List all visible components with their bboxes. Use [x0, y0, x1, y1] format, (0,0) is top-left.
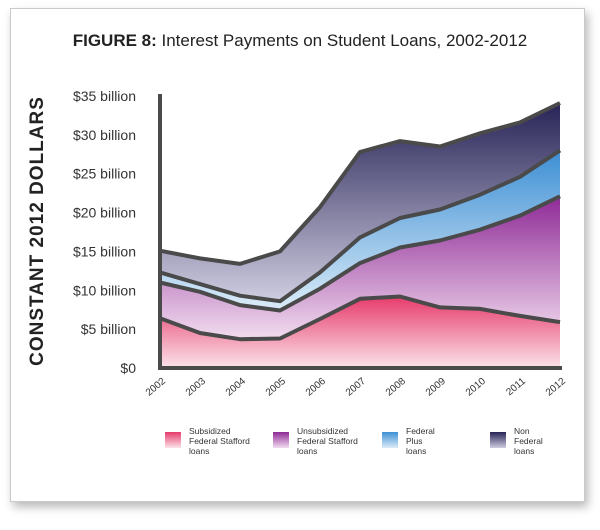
legend-label-line: Federal Stafford: [297, 436, 358, 446]
legend-label-line: loans: [406, 446, 427, 456]
y-tick-label: $20 billion: [73, 205, 136, 221]
series-line-non-federal-loans: [159, 101, 561, 266]
chart-title: FIGURE 8: Interest Payments on Student L…: [0, 31, 600, 51]
x-tick-label: 2012: [544, 376, 568, 399]
legend-label: Non Federal loans: [514, 426, 578, 456]
legend-swatch: [490, 432, 506, 448]
chart-title-text: Interest Payments on Student Loans, 2002…: [156, 31, 528, 50]
legend-label: Subsidized Federal Stafford loans: [189, 426, 253, 456]
legend-label-line: Federal: [514, 436, 543, 446]
series-line-federal-plus-loans: [159, 148, 562, 304]
series-line-unsubsidized-federal-stafford-loans: [159, 194, 561, 313]
x-tick-label: 2006: [304, 376, 328, 399]
legend-swatch: [273, 432, 289, 448]
y-tick-label: $0: [120, 360, 136, 376]
x-tick-label: 2002: [144, 376, 168, 399]
legend-label: Unsubsidized Federal Stafford loans: [297, 426, 361, 456]
legend-swatch: [382, 432, 398, 448]
legend-label-line: Subsidized: [189, 426, 231, 436]
legend-label-line: loans: [514, 446, 535, 456]
x-tick-label: 2009: [424, 376, 448, 399]
legend-label-line: Non: [514, 426, 530, 436]
legend-item: Federal Plus loans: [382, 426, 470, 456]
area-unsubsidized-federal-stafford-loans: [160, 196, 560, 340]
legend-item: Non Federal loans: [490, 426, 578, 456]
x-tick-label: 2007: [344, 376, 368, 399]
area-non-federal-loans: [160, 103, 560, 302]
legend-item: Subsidized Federal Stafford loans: [165, 426, 253, 456]
series-line-subsidized-federal-stafford-loans: [159, 294, 561, 342]
y-tick-label: $10 billion: [73, 282, 136, 298]
area-subsidized-federal-stafford-loans: [160, 296, 560, 368]
y-tick-label: $30 billion: [73, 127, 136, 143]
legend-label: Federal Plus loans: [406, 426, 470, 456]
legend-item: Unsubsidized Federal Stafford loans: [273, 426, 361, 456]
legend-label-line: Plus: [406, 436, 423, 446]
x-tick-label: 2011: [504, 376, 528, 399]
y-tick-label: $5 billion: [81, 321, 136, 337]
legend-swatch: [165, 432, 181, 448]
x-tick-label: 2005: [264, 376, 288, 399]
legend-label-line: Federal: [406, 426, 435, 436]
x-tick-label: 2008: [384, 376, 408, 399]
legend-label-line: Federal Stafford: [189, 436, 250, 446]
legend-label-line: Unsubsidized: [297, 426, 349, 436]
chart-title-prefix: FIGURE 8:: [72, 31, 157, 50]
y-tick-label: $25 billion: [73, 166, 136, 182]
x-tick-label: 2003: [184, 376, 208, 399]
legend-label-line: loans: [297, 446, 318, 456]
y-tick-label: $15 billion: [73, 243, 136, 259]
x-tick-label: 2004: [224, 376, 248, 399]
y-tick-label: $35 billion: [73, 88, 136, 104]
legend-label-line: loans: [189, 446, 210, 456]
x-tick-label: 2010: [464, 376, 488, 399]
